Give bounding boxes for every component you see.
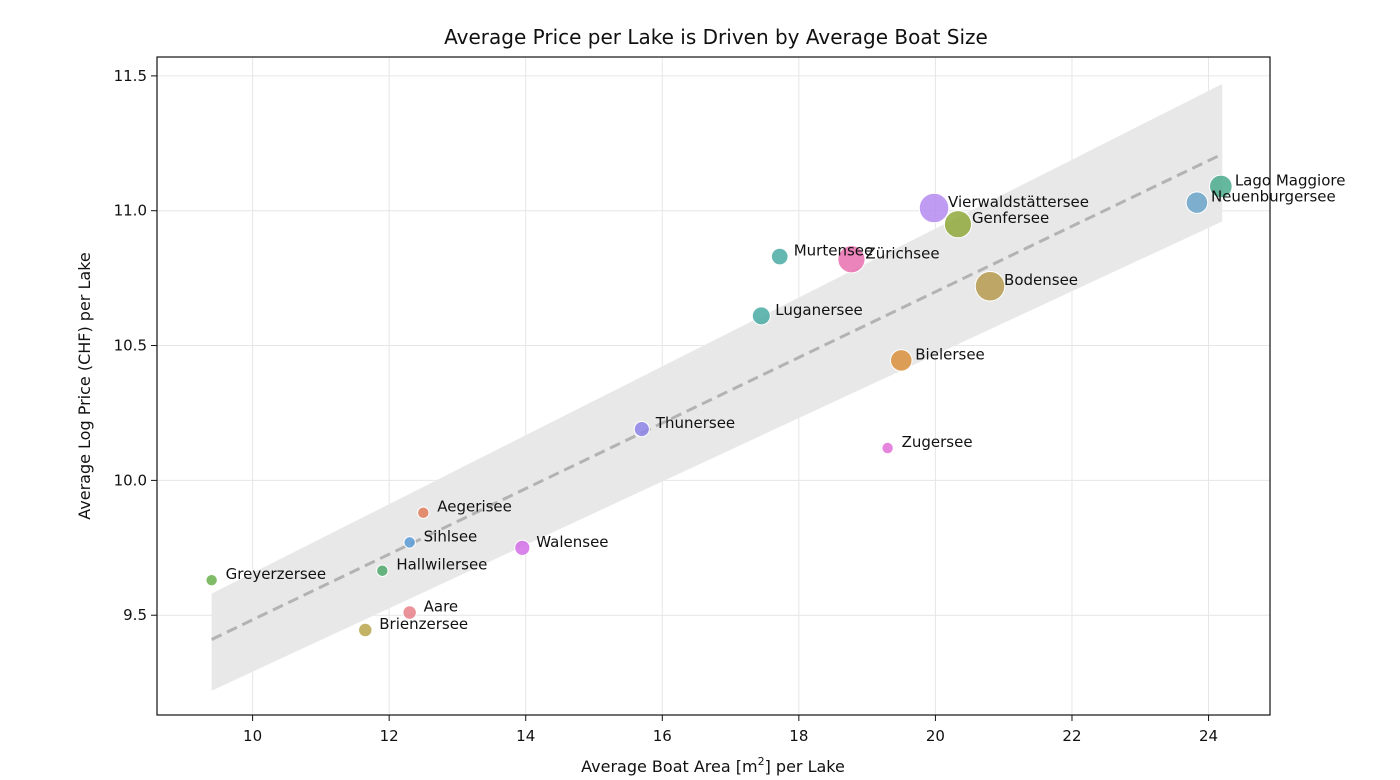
data-point: [889, 349, 913, 372]
data-point: [417, 506, 430, 519]
x-tick-label: 22: [1062, 727, 1081, 745]
point-label: Neuenburgersee: [1211, 188, 1336, 206]
point-labels: Greyerzersee Brienzersee Hallwilersee Aare S…: [226, 171, 1346, 633]
data-point: [514, 539, 531, 556]
confidence-band: [211, 83, 1223, 691]
y-tick-label: 11.0: [114, 202, 147, 220]
point-label: Zürichsee: [865, 244, 939, 262]
x-axis-label-superscript: 2: [758, 755, 765, 768]
x-tick-label: 18: [789, 727, 808, 745]
data-point: [1185, 191, 1209, 214]
data-point: [376, 564, 389, 577]
data-point: [918, 192, 950, 224]
point-label: Thunersee: [655, 414, 735, 432]
plot-frame: [156, 56, 1271, 716]
point-label: Aegerisee: [437, 498, 512, 516]
data-point: [943, 210, 973, 239]
data-point: [402, 605, 417, 620]
point-label: Bodensee: [1004, 271, 1078, 289]
data-point: [403, 536, 416, 549]
point-label: Luganersee: [775, 301, 863, 319]
point-label: Sihlsee: [424, 527, 478, 545]
point-label: Greyerzersee: [226, 565, 327, 583]
x-axis-label-prefix: Average Boat Area [m: [581, 757, 757, 776]
point-label: Aare: [424, 598, 459, 616]
point-label: Bielersee: [915, 345, 985, 363]
confidence-band-area: [211, 83, 1223, 691]
x-tick-label: 16: [653, 727, 672, 745]
y-axis-label: Average Log Price (CHF) per Lake: [75, 252, 94, 519]
x-tick-label: 12: [380, 727, 399, 745]
x-tick-label: 20: [926, 727, 945, 745]
x-tick-label: 14: [516, 727, 535, 745]
data-point: [881, 441, 894, 455]
data-points: [205, 174, 1233, 638]
point-label: Lago Maggiore: [1235, 171, 1346, 189]
point-label: Walensee: [536, 533, 608, 551]
y-tick-label: 10.0: [114, 471, 147, 489]
x-axis-label-suffix: ] per Lake: [765, 757, 845, 776]
data-point: [837, 245, 866, 274]
y-axis-ticks: 9.5 10.0 10.5 11.0 11.5: [114, 67, 157, 624]
data-point: [770, 247, 789, 266]
y-tick-label: 10.5: [114, 337, 147, 355]
point-label: Genfersee: [972, 209, 1049, 227]
data-point: [205, 573, 218, 587]
point-label: Vierwaldstättersee: [948, 193, 1089, 211]
data-point: [633, 421, 650, 438]
data-point: [358, 622, 373, 638]
x-tick-label: 10: [243, 727, 262, 745]
point-label: Murtensee: [794, 242, 874, 260]
data-point: [974, 270, 1006, 302]
x-axis-label: Average Boat Area [m2] per Lake: [581, 755, 845, 776]
x-tick-label: 24: [1199, 727, 1218, 745]
point-label: Brienzersee: [379, 615, 468, 633]
chart-title: Average Price per Lake is Driven by Aver…: [444, 25, 988, 49]
x-axis-ticks: 10 12 14 16 18 20 22 24: [243, 715, 1218, 745]
point-label: Hallwilersee: [396, 556, 487, 574]
y-tick-label: 9.5: [123, 606, 147, 624]
data-point: [751, 306, 771, 326]
y-tick-label: 11.5: [114, 67, 147, 85]
data-point: [1209, 174, 1233, 199]
point-label: Zugersee: [902, 433, 973, 451]
